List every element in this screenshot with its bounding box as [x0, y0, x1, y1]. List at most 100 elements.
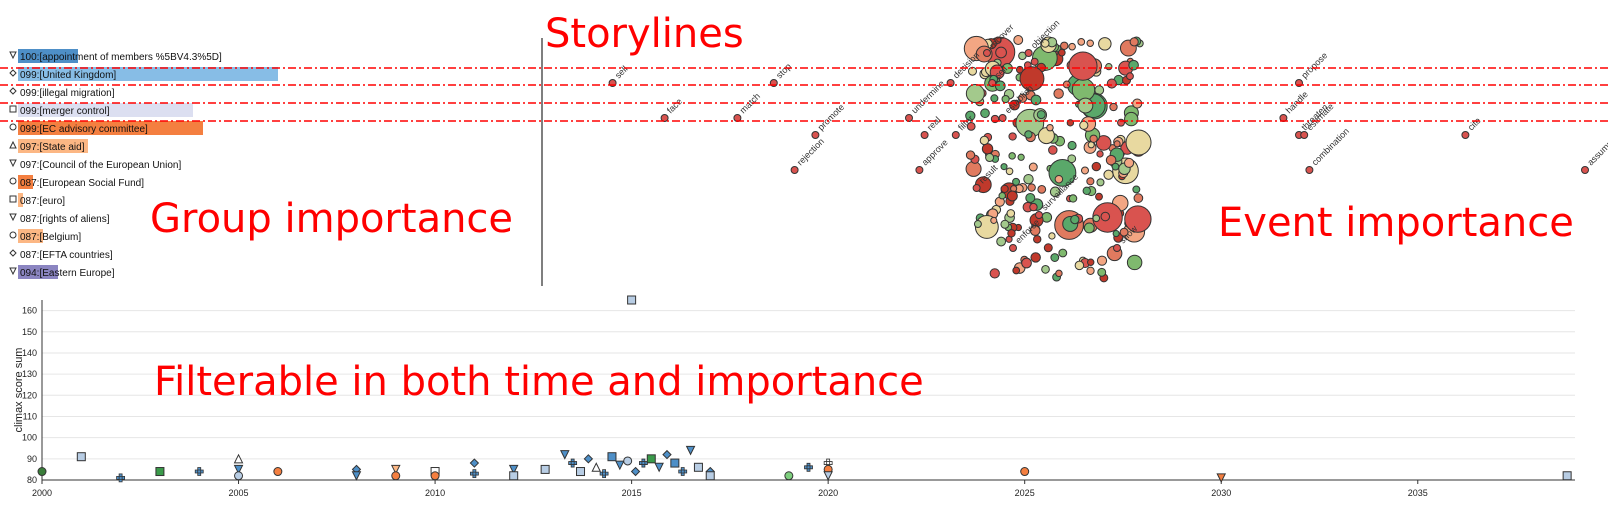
event-node[interactable]	[1001, 164, 1007, 170]
group-row[interactable]: 094:[Eastern Europe]	[10, 265, 115, 279]
event-node[interactable]	[1006, 168, 1013, 175]
event-node[interactable]	[1075, 261, 1084, 270]
group-row[interactable]: 099:[EC advisory committee]	[10, 121, 203, 135]
event-node[interactable]	[1133, 186, 1140, 193]
event-node[interactable]	[1014, 36, 1023, 45]
event-marker[interactable]: face	[661, 96, 684, 121]
event-node[interactable]	[1088, 259, 1094, 265]
event-node[interactable]	[999, 115, 1006, 122]
data-point[interactable]	[584, 455, 592, 463]
event-node[interactable]	[1059, 49, 1066, 56]
event-node[interactable]	[1031, 58, 1038, 65]
group-row[interactable]: 087:[Belgium]	[10, 229, 81, 243]
event-node[interactable]	[1026, 193, 1035, 202]
event-node[interactable]	[1009, 133, 1016, 140]
event-node[interactable]	[1110, 103, 1117, 110]
event-marker[interactable]: rejection	[791, 136, 826, 173]
event-node[interactable]	[1068, 141, 1076, 149]
data-point[interactable]	[569, 459, 577, 467]
event-node[interactable]	[1071, 215, 1079, 223]
event-node[interactable]	[1010, 245, 1017, 252]
event-node[interactable]	[1002, 95, 1009, 102]
storyline-canvas[interactable]: 100:[appointment of members %5BV4.3%5D]0…	[0, 0, 1608, 290]
data-point[interactable]	[352, 472, 360, 480]
event-node[interactable]	[812, 132, 819, 139]
event-node[interactable]	[1042, 266, 1050, 274]
event-node[interactable]	[974, 221, 981, 228]
event-node[interactable]	[1072, 79, 1094, 101]
event-node[interactable]	[1090, 135, 1097, 142]
group-row[interactable]: 097:[State aid]	[10, 139, 88, 153]
event-node[interactable]	[1061, 42, 1068, 49]
event-node[interactable]	[1001, 185, 1008, 192]
event-node[interactable]	[1462, 132, 1469, 139]
event-node[interactable]	[995, 81, 1005, 91]
data-point[interactable]	[679, 468, 687, 476]
event-node[interactable]	[1125, 112, 1138, 125]
event-node[interactable]	[1028, 184, 1035, 191]
data-point[interactable]	[632, 468, 640, 476]
event-node[interactable]	[1054, 89, 1063, 98]
event-marker[interactable]: match	[734, 91, 762, 121]
event-node[interactable]	[1081, 167, 1088, 174]
event-node[interactable]	[1036, 212, 1043, 219]
event-node[interactable]	[1125, 158, 1134, 167]
event-node[interactable]	[984, 50, 991, 57]
event-node[interactable]	[1047, 124, 1053, 130]
event-node[interactable]	[1087, 40, 1093, 46]
event-marker[interactable]: approve	[916, 137, 950, 173]
data-point[interactable]	[470, 470, 478, 478]
event-marker[interactable]: real	[921, 115, 943, 139]
data-point[interactable]	[1021, 468, 1029, 476]
event-node[interactable]	[1080, 121, 1088, 129]
event-node[interactable]	[1130, 38, 1138, 46]
event-node[interactable]	[1078, 98, 1093, 113]
data-point[interactable]	[274, 468, 282, 476]
data-point[interactable]	[616, 461, 624, 469]
event-node[interactable]	[1101, 212, 1110, 221]
event-node[interactable]	[1031, 253, 1040, 262]
data-point[interactable]	[706, 472, 714, 480]
event-node[interactable]	[980, 136, 988, 144]
event-node[interactable]	[999, 192, 1005, 198]
event-node[interactable]	[1092, 162, 1100, 170]
event-node[interactable]	[1099, 38, 1111, 50]
event-node[interactable]	[1018, 154, 1024, 160]
data-point[interactable]	[694, 463, 702, 471]
event-node[interactable]	[952, 132, 959, 139]
data-point[interactable]	[156, 468, 164, 476]
event-node[interactable]	[1097, 179, 1104, 186]
event-node[interactable]	[1025, 131, 1032, 138]
event-node[interactable]	[1087, 267, 1094, 274]
event-marker[interactable]: combination	[1306, 126, 1351, 173]
event-node[interactable]	[1056, 270, 1062, 276]
event-node[interactable]	[982, 144, 992, 154]
group-row[interactable]: 099:[United Kingdom]	[10, 67, 278, 81]
event-node[interactable]	[1112, 163, 1119, 170]
event-node[interactable]	[921, 132, 928, 139]
event-node[interactable]	[1009, 153, 1015, 159]
data-point[interactable]	[600, 470, 608, 478]
event-node[interactable]	[1127, 255, 1141, 269]
data-point[interactable]	[785, 472, 793, 480]
group-row[interactable]: 097:[Council of the European Union]	[10, 160, 181, 171]
data-point[interactable]	[1563, 472, 1571, 480]
event-node[interactable]	[973, 185, 980, 192]
event-node[interactable]	[991, 95, 998, 102]
event-node[interactable]	[1013, 178, 1020, 185]
event-node[interactable]	[1113, 231, 1119, 237]
event-node[interactable]	[1104, 170, 1113, 179]
group-row[interactable]: 087:[EFTA countries]	[10, 250, 113, 261]
event-node[interactable]	[1098, 268, 1106, 276]
event-marker[interactable]: assumption	[1582, 128, 1608, 174]
event-node[interactable]	[1127, 73, 1134, 80]
event-marker[interactable]: cite	[1462, 115, 1483, 138]
event-node[interactable]	[1007, 210, 1015, 218]
data-point[interactable]	[671, 459, 679, 467]
event-node[interactable]	[1013, 267, 1020, 274]
event-node[interactable]	[1582, 167, 1589, 174]
event-node[interactable]	[990, 269, 999, 278]
group-row[interactable]: 099:[illegal migration]	[10, 88, 115, 99]
data-point[interactable]	[235, 472, 243, 480]
event-node[interactable]	[1093, 215, 1100, 222]
